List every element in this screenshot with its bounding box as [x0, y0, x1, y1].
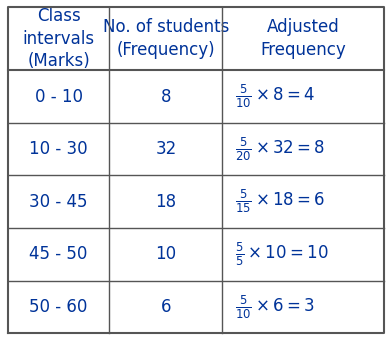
Text: 18: 18	[155, 193, 176, 211]
Text: Class
intervals
(Marks): Class intervals (Marks)	[23, 7, 95, 70]
Text: 6: 6	[161, 298, 171, 316]
Text: Adjusted
Frequency: Adjusted Frequency	[260, 18, 346, 59]
Text: 10 - 30: 10 - 30	[29, 140, 88, 158]
Text: $\frac{5}{10} \times 8 = 4$: $\frac{5}{10} \times 8 = 4$	[235, 83, 315, 110]
Bar	[8, 7, 384, 70]
Text: 8: 8	[161, 88, 171, 106]
Text: 45 - 50: 45 - 50	[29, 245, 88, 264]
Text: $\frac{5}{15} \times 18 = 6$: $\frac{5}{15} \times 18 = 6$	[235, 188, 326, 216]
Text: $\frac{5}{20} \times 32 = 8$: $\frac{5}{20} \times 32 = 8$	[235, 136, 325, 163]
Text: 0 - 10: 0 - 10	[34, 88, 83, 106]
Bar	[8, 70, 384, 123]
Text: 32: 32	[155, 140, 176, 158]
Text: 30 - 45: 30 - 45	[29, 193, 88, 211]
Text: $\frac{5}{10} \times 6 = 3$: $\frac{5}{10} \times 6 = 3$	[235, 293, 315, 321]
Bar	[8, 175, 384, 228]
Bar	[8, 123, 384, 175]
Text: 50 - 60: 50 - 60	[29, 298, 88, 316]
Text: No. of students
(Frequency): No. of students (Frequency)	[103, 18, 229, 59]
Bar	[8, 280, 384, 333]
Text: 10: 10	[155, 245, 176, 264]
Bar	[8, 228, 384, 280]
Text: $\frac{5}{5} \times 10 = 10$: $\frac{5}{5} \times 10 = 10$	[235, 241, 329, 268]
